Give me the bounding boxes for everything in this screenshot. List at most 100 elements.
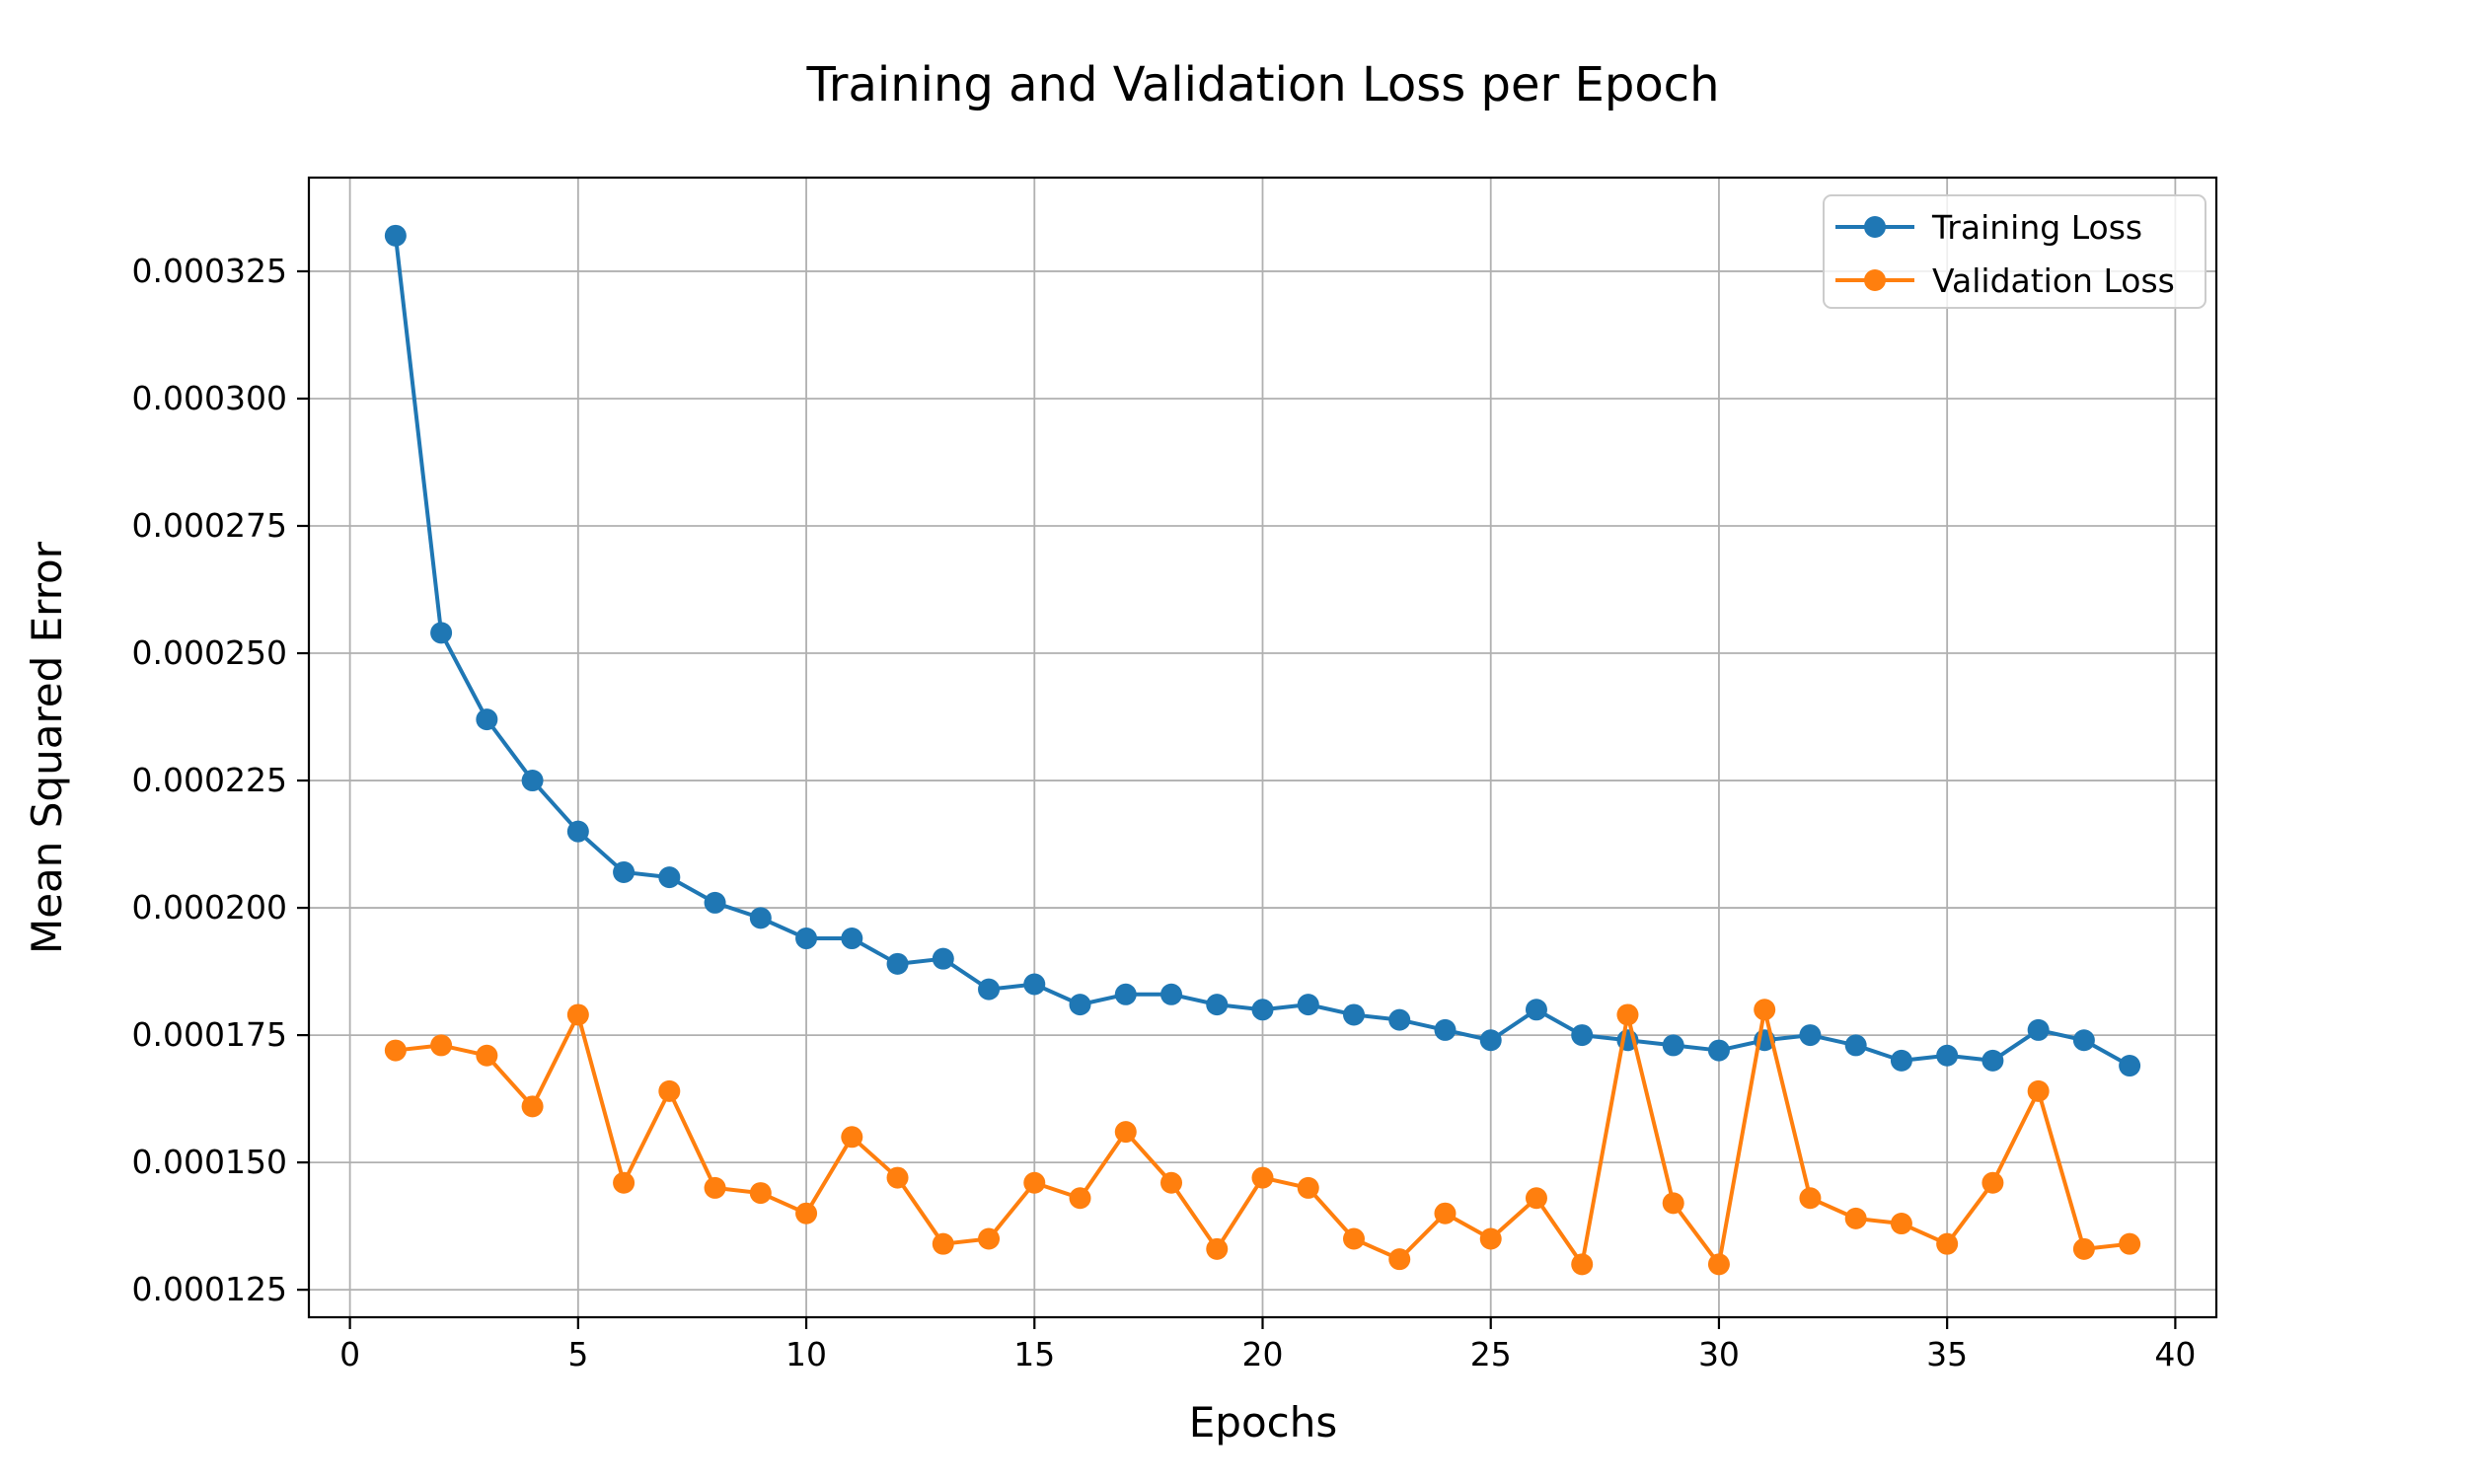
- training-loss-marker: [1297, 994, 1319, 1016]
- validation-loss-marker: [932, 1232, 954, 1255]
- validation-loss-marker: [1662, 1192, 1684, 1215]
- training-loss-marker: [566, 820, 589, 843]
- validation-loss-marker: [841, 1126, 863, 1149]
- validation-loss-marker: [1479, 1227, 1502, 1250]
- validation-loss-marker: [749, 1182, 772, 1205]
- training-loss-marker: [1844, 1034, 1867, 1057]
- y-tick-label: 0.000150: [132, 1143, 287, 1181]
- validation-loss-marker: [1890, 1213, 1912, 1235]
- training-loss-marker: [2072, 1029, 2095, 1052]
- training-loss-marker: [1479, 1029, 1502, 1052]
- training-loss-marker: [1388, 1008, 1411, 1031]
- validation-loss-marker: [1754, 999, 1776, 1021]
- y-tick-label: 0.000200: [132, 888, 287, 927]
- validation-loss-marker: [2027, 1079, 2050, 1102]
- validation-loss-marker: [1160, 1171, 1183, 1194]
- training-loss-marker: [1571, 1024, 1594, 1047]
- validation-loss-marker: [978, 1227, 1001, 1250]
- tick-layer: 0 5 10 15 20 25 30 35 40 0.000125 0.000150 0.000175…: [132, 252, 2197, 1373]
- training-loss-marker: [749, 907, 772, 929]
- training-loss-marker: [1707, 1039, 1730, 1062]
- training-loss-marker: [1206, 994, 1229, 1016]
- validation-loss-marker: [886, 1166, 909, 1189]
- training-loss-marker: [1023, 973, 1046, 996]
- training-loss-marker: [886, 952, 909, 975]
- validation-loss-marker: [1297, 1176, 1319, 1199]
- validation-loss-marker: [658, 1079, 681, 1102]
- training-loss-marker: [1251, 999, 1274, 1021]
- y-tick-label: 0.000325: [132, 252, 287, 290]
- validation-loss-marker: [613, 1171, 635, 1194]
- training-loss-marker: [1799, 1024, 1822, 1047]
- validation-loss-marker: [1525, 1187, 1547, 1210]
- training-loss-marker: [2027, 1018, 2050, 1041]
- y-tick-label: 0.000300: [132, 379, 287, 417]
- training-loss-marker: [1434, 1018, 1457, 1041]
- training-loss-marker: [1981, 1049, 2004, 1072]
- legend-item-training: Training Loss: [1835, 208, 2142, 247]
- training-loss-marker: [1662, 1034, 1684, 1057]
- validation-loss-marker: [1616, 1003, 1639, 1026]
- validation-loss-marker: [795, 1202, 818, 1224]
- training-loss-marker: [841, 928, 863, 950]
- y-axis-label: Mean Squared Error: [23, 541, 71, 954]
- training-loss-marker: [1114, 983, 1137, 1005]
- y-tick-label: 0.000175: [132, 1015, 287, 1054]
- training-loss-marker: [795, 928, 818, 950]
- y-tick-label: 0.000250: [132, 633, 287, 672]
- validation-loss-marker: [1799, 1187, 1822, 1210]
- x-tick-label: 20: [1242, 1335, 1284, 1373]
- validation-loss-marker: [1571, 1253, 1594, 1276]
- validation-loss-legend-marker: [1864, 269, 1886, 291]
- training-loss-marker: [613, 860, 635, 883]
- training-loss-marker: [658, 866, 681, 889]
- validation-loss-marker: [1206, 1237, 1229, 1260]
- validation-loss-marker: [384, 1039, 407, 1062]
- training-loss-marker: [430, 622, 453, 644]
- validation-loss-marker: [1936, 1232, 1959, 1255]
- validation-loss-marker: [1114, 1121, 1137, 1144]
- chart-title: Training and Validation Loss per Epoch: [805, 57, 1719, 112]
- gridlines: [309, 178, 2216, 1317]
- training-loss-marker: [1342, 1003, 1365, 1026]
- training-loss-marker: [1069, 994, 1091, 1016]
- validation-loss-marker: [2119, 1232, 2141, 1255]
- validation-loss-marker: [1707, 1253, 1730, 1276]
- validation-loss-marker: [1981, 1171, 2004, 1194]
- x-tick-label: 35: [1926, 1335, 1968, 1373]
- validation-loss-marker: [1388, 1248, 1411, 1271]
- legend-box: [1823, 194, 2206, 309]
- validation-loss-marker: [1434, 1202, 1457, 1224]
- series-layer: [384, 224, 2141, 1276]
- training-loss-marker: [1160, 983, 1183, 1005]
- y-tick-label: 0.000225: [132, 761, 287, 799]
- y-tick-label: 0.000125: [132, 1270, 287, 1308]
- training-loss-legend-marker: [1864, 216, 1886, 238]
- legend-label-training: Training Loss: [1931, 208, 2142, 247]
- y-tick-label: 0.000275: [132, 506, 287, 545]
- validation-loss-marker: [1251, 1166, 1274, 1189]
- validation-loss-marker: [476, 1044, 498, 1067]
- x-tick-label: 30: [1698, 1335, 1740, 1373]
- validation-loss-marker: [1844, 1207, 1867, 1229]
- training-loss-marker: [932, 947, 954, 970]
- x-tick-label: 25: [1470, 1335, 1512, 1373]
- x-tick-label: 0: [339, 1335, 360, 1373]
- validation-loss-marker: [704, 1176, 726, 1199]
- training-loss-marker: [704, 891, 726, 914]
- training-loss-marker: [978, 978, 1001, 1001]
- legend-label-validation: Validation Loss: [1932, 261, 2175, 300]
- training-loss-marker: [384, 224, 407, 247]
- validation-loss-marker: [1023, 1171, 1046, 1194]
- x-tick-label: 10: [785, 1335, 827, 1373]
- x-tick-label: 15: [1013, 1335, 1055, 1373]
- legend-item-validation: Validation Loss: [1835, 261, 2175, 300]
- training-loss-marker: [1936, 1044, 1959, 1067]
- x-tick-label: 5: [567, 1335, 588, 1373]
- validation-loss-marker: [1342, 1227, 1365, 1250]
- legend: Training Loss Validation Loss: [1823, 194, 2206, 309]
- validation-loss-marker: [566, 1003, 589, 1026]
- validation-loss-marker: [2072, 1237, 2095, 1260]
